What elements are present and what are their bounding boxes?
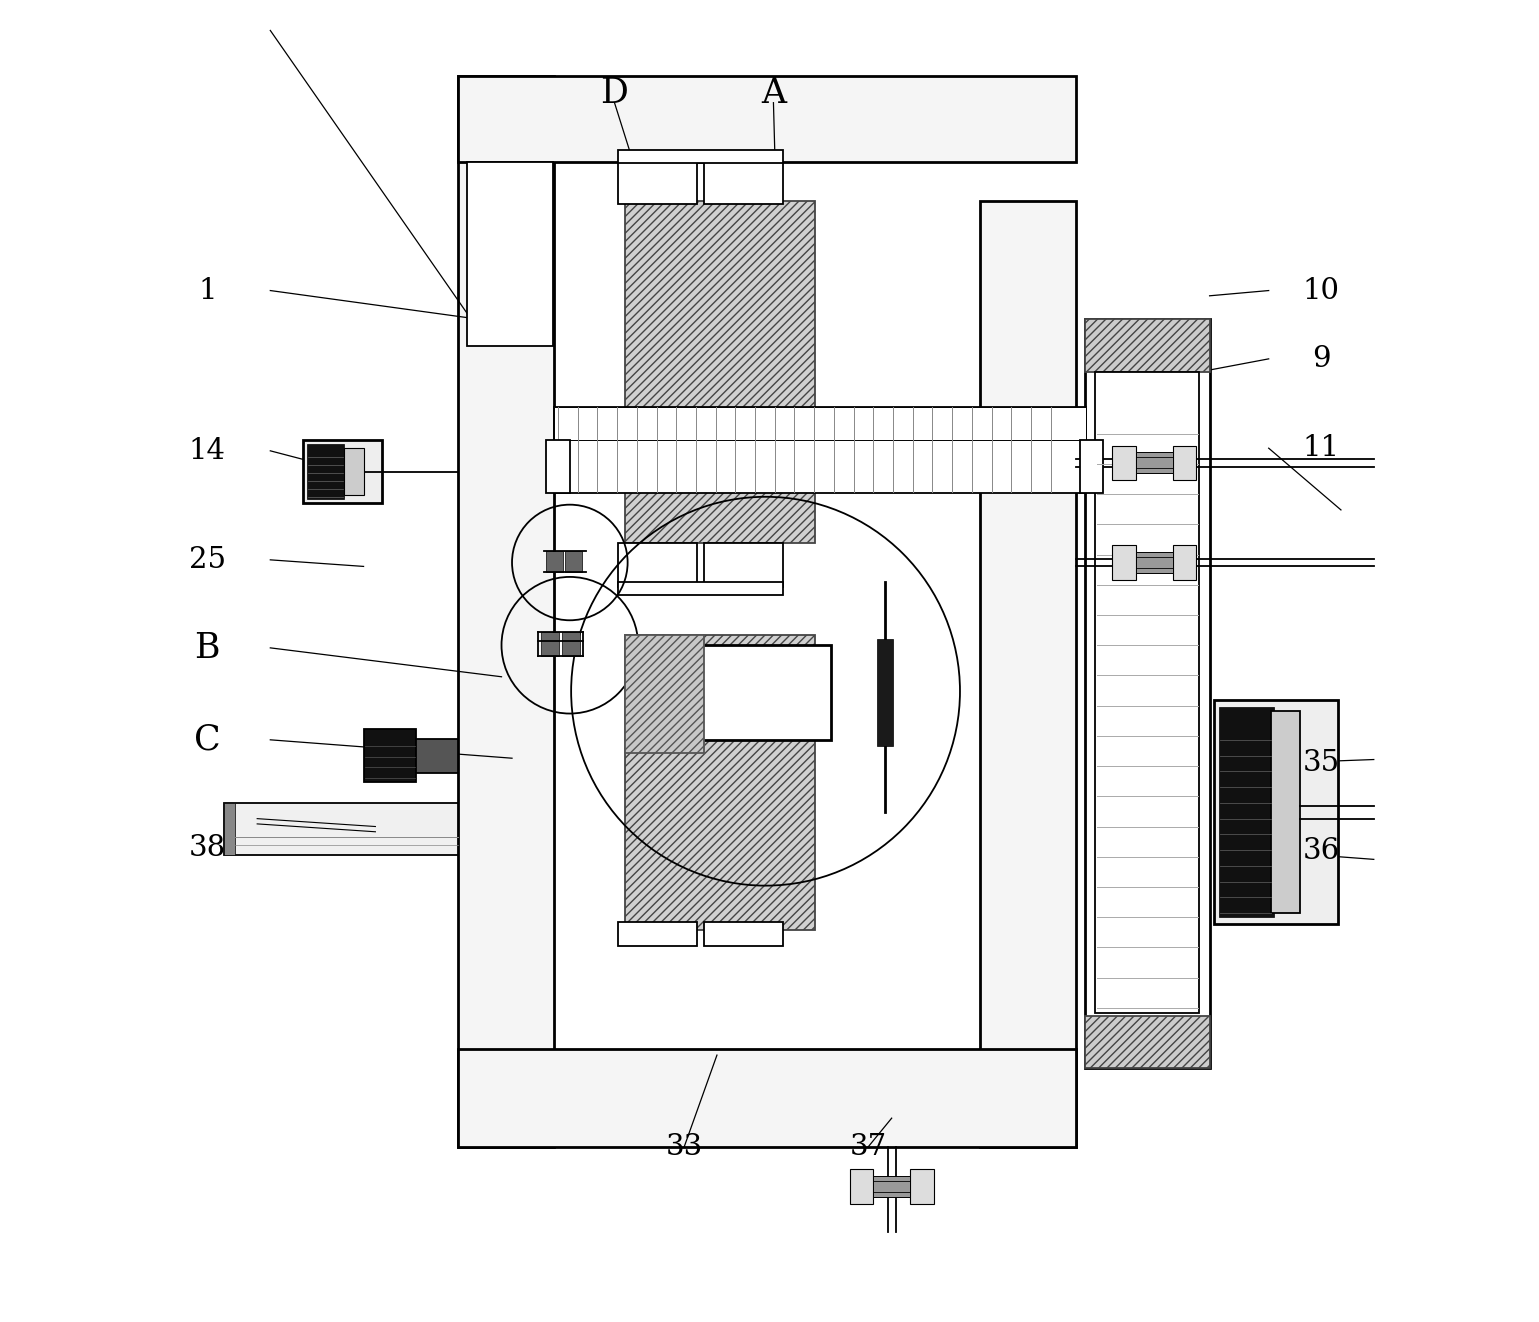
Bar [850, 1170, 873, 1203]
Text: B: B [194, 631, 220, 665]
Bar [554, 407, 1087, 440]
Bar [565, 551, 582, 571]
Bar [1214, 701, 1339, 924]
Bar [562, 632, 580, 656]
Text: 37: 37 [850, 1133, 886, 1161]
Text: 14: 14 [189, 436, 226, 465]
Bar [1173, 546, 1196, 579]
Bar [554, 407, 1087, 493]
Bar [703, 543, 783, 587]
Bar [468, 161, 553, 346]
Bar [619, 582, 783, 595]
Bar [459, 77, 1076, 161]
Bar [303, 440, 382, 504]
Bar [459, 77, 554, 1147]
Bar [1085, 320, 1210, 371]
Bar [1219, 707, 1274, 917]
Bar [546, 440, 569, 493]
Bar [700, 645, 831, 740]
Bar [619, 543, 697, 587]
Bar [546, 551, 563, 571]
Bar [873, 1177, 910, 1196]
Text: 35: 35 [1302, 750, 1340, 777]
Bar [343, 448, 363, 496]
Text: 1: 1 [199, 276, 217, 304]
Bar [540, 632, 559, 656]
Text: C: C [194, 723, 220, 756]
Bar [1085, 320, 1210, 1068]
Bar [1173, 446, 1196, 480]
Bar [1271, 711, 1300, 914]
Bar [1085, 1015, 1210, 1068]
Bar [459, 1048, 1076, 1147]
Text: A: A [760, 77, 786, 111]
Bar [225, 802, 235, 855]
Text: 11: 11 [1302, 434, 1340, 463]
Text: 9: 9 [1311, 345, 1331, 373]
Bar [1096, 371, 1199, 1013]
Text: 25: 25 [189, 546, 226, 574]
Bar [877, 639, 893, 747]
Text: 10: 10 [1302, 276, 1340, 304]
Bar [308, 444, 343, 500]
Bar [625, 635, 816, 931]
Bar [1079, 440, 1103, 493]
Bar [619, 149, 783, 163]
Bar [703, 161, 783, 204]
Bar [625, 201, 816, 543]
Bar [1113, 546, 1136, 579]
Bar [416, 739, 459, 772]
Bar [910, 1170, 934, 1203]
Bar [619, 161, 697, 204]
Bar [703, 923, 783, 947]
Bar [625, 635, 703, 754]
Bar [1113, 446, 1136, 480]
Bar [225, 802, 459, 855]
Text: D: D [600, 77, 628, 111]
Bar [980, 201, 1076, 1147]
Bar [1136, 452, 1173, 473]
Bar [363, 730, 416, 781]
Bar [1136, 553, 1173, 572]
Text: 36: 36 [1302, 837, 1340, 866]
Bar [500, 208, 549, 320]
Text: 33: 33 [665, 1133, 703, 1161]
Text: 38: 38 [189, 834, 226, 862]
Bar [619, 923, 697, 947]
